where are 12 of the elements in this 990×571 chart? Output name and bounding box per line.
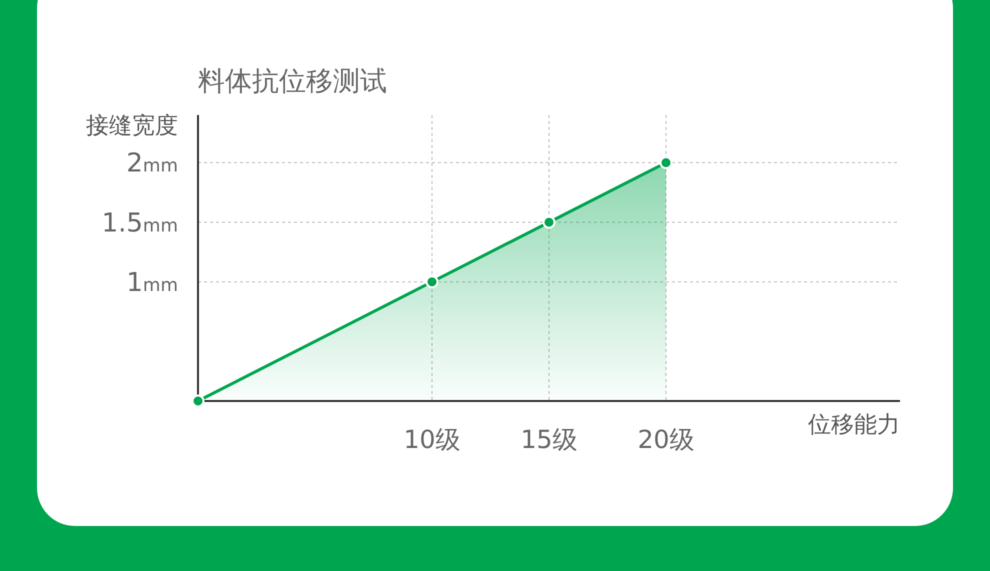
point <box>542 216 556 229</box>
y-axis-title: 接缝宽度 <box>86 113 178 139</box>
x-tick-label: 15级 <box>520 425 578 454</box>
point <box>660 156 672 170</box>
x-tick-label: 20级 <box>638 425 694 454</box>
chart-title: 料体抗位移测试 <box>198 66 387 97</box>
x-tick-label: 10级 <box>404 425 460 454</box>
y-tick-label: 1mm <box>126 268 178 298</box>
y-tick-label: 2mm <box>126 148 178 179</box>
point <box>426 275 438 288</box>
x-axis-title: 位移能力 <box>808 412 900 438</box>
y-tick-label: 1.5mm <box>102 208 178 238</box>
